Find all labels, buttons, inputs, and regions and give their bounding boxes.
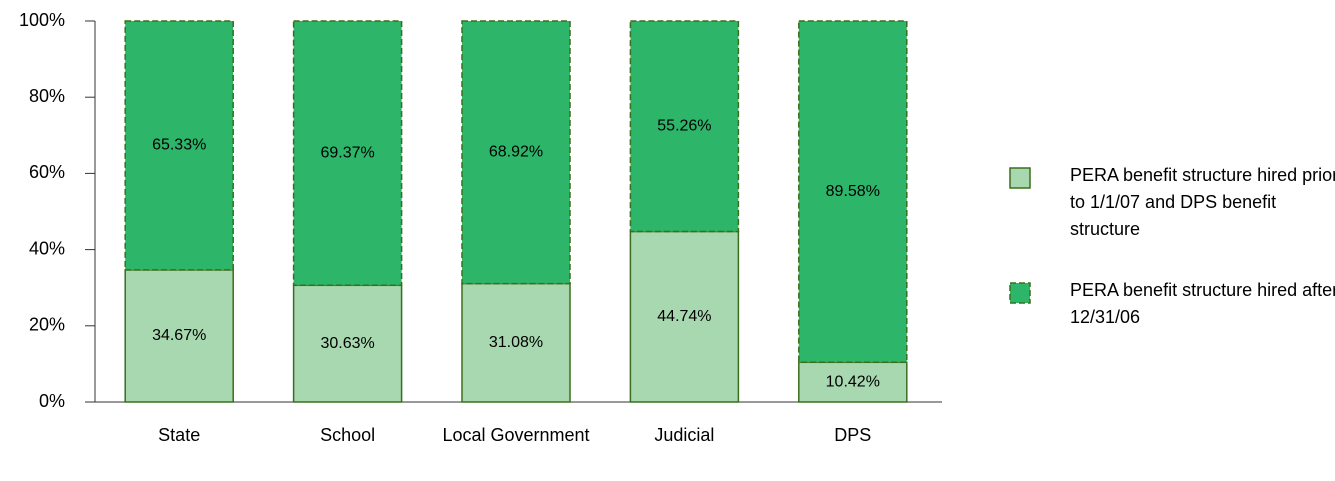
value-label: 69.37% [320,144,374,161]
value-label: 89.58% [826,183,880,200]
x-tick-label: Local Government [442,425,590,445]
y-tick-label: 100% [19,10,65,30]
bar-segment [629,230,740,403]
bar-segment [798,20,908,364]
x-tick-label: Judicial [654,425,715,445]
value-label: 10.42% [826,373,880,390]
x-tick-label: School [320,425,376,445]
value-label: 31.08% [489,334,543,351]
y-tick-label: 0% [39,391,65,411]
bar-segment [798,361,908,403]
bar-segment [292,20,403,287]
legend-swatch [1009,282,1031,304]
y-tick-label: 80% [29,86,65,106]
y-tick-label: 40% [29,238,65,258]
y-tick-label: 60% [29,162,65,182]
value-label: 34.67% [152,327,206,344]
legend-swatch [1009,167,1031,189]
value-label: 55.26% [657,117,711,134]
legend-label: PERA benefit structure hired prior to 1/… [1070,165,1335,239]
x-tick-label: DPS [834,425,872,445]
x-tick-label: State [158,425,201,445]
y-tick-label: 20% [29,315,65,335]
bar-segment [461,20,571,285]
value-label: 44.74% [657,308,711,325]
value-label: 68.92% [489,144,543,161]
bar-segment [124,20,234,271]
legend-label: PERA benefit structure hired after 12/31… [1070,280,1335,327]
value-label: 30.63% [320,335,374,352]
bar-segment [461,282,571,403]
value-label: 65.33% [152,137,206,154]
bar-segment [629,20,740,233]
